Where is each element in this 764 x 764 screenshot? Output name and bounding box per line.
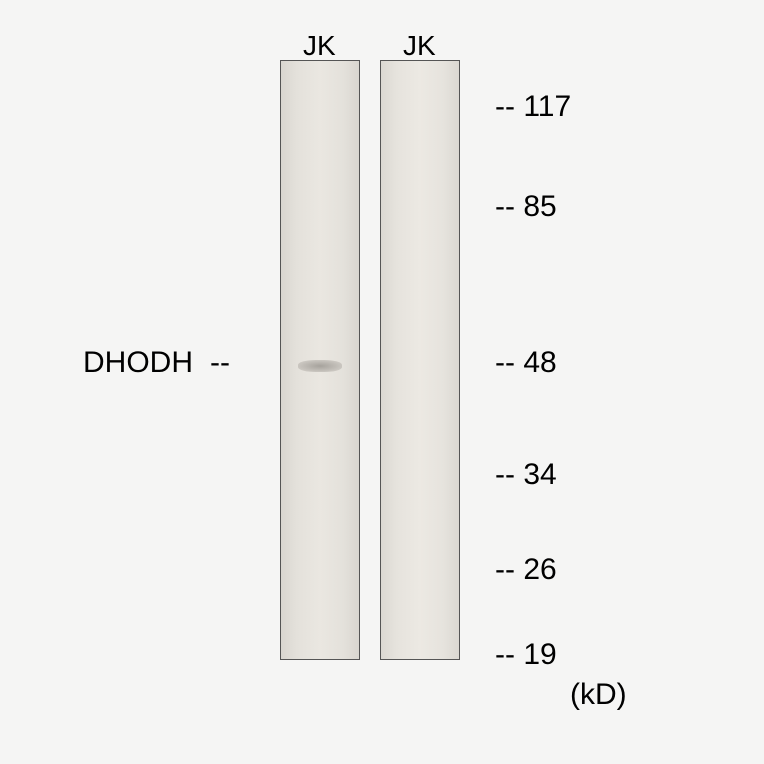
marker-26: -- 26: [495, 553, 557, 587]
protein-band: [298, 360, 342, 372]
marker-34: -- 34: [495, 458, 557, 492]
marker-tick: --: [495, 553, 523, 586]
protein-name-label: DHODH: [83, 346, 193, 380]
lane-2: [380, 60, 460, 660]
marker-value: 26: [523, 553, 556, 586]
marker-19: -- 19: [495, 638, 557, 672]
marker-value: 34: [523, 458, 556, 491]
marker-48: -- 48: [495, 346, 557, 380]
marker-tick: --: [495, 346, 523, 379]
marker-tick: --: [495, 458, 523, 491]
marker-85: -- 85: [495, 190, 557, 224]
marker-117: -- 117: [495, 90, 571, 124]
marker-value: 48: [523, 346, 556, 379]
marker-tick: --: [495, 190, 523, 223]
lane-1-label: JK: [303, 30, 336, 62]
blot-container: JK JK DHODH -- -- 117 -- 85 -- 48 -- 34 …: [0, 0, 764, 764]
lane-2-label: JK: [403, 30, 436, 62]
marker-tick: --: [495, 90, 523, 123]
marker-value: 117: [523, 90, 571, 123]
marker-value: 85: [523, 190, 556, 223]
marker-tick: --: [495, 638, 523, 671]
protein-tick: --: [210, 346, 230, 380]
unit-label: (kD): [570, 678, 627, 712]
marker-value: 19: [523, 638, 556, 671]
